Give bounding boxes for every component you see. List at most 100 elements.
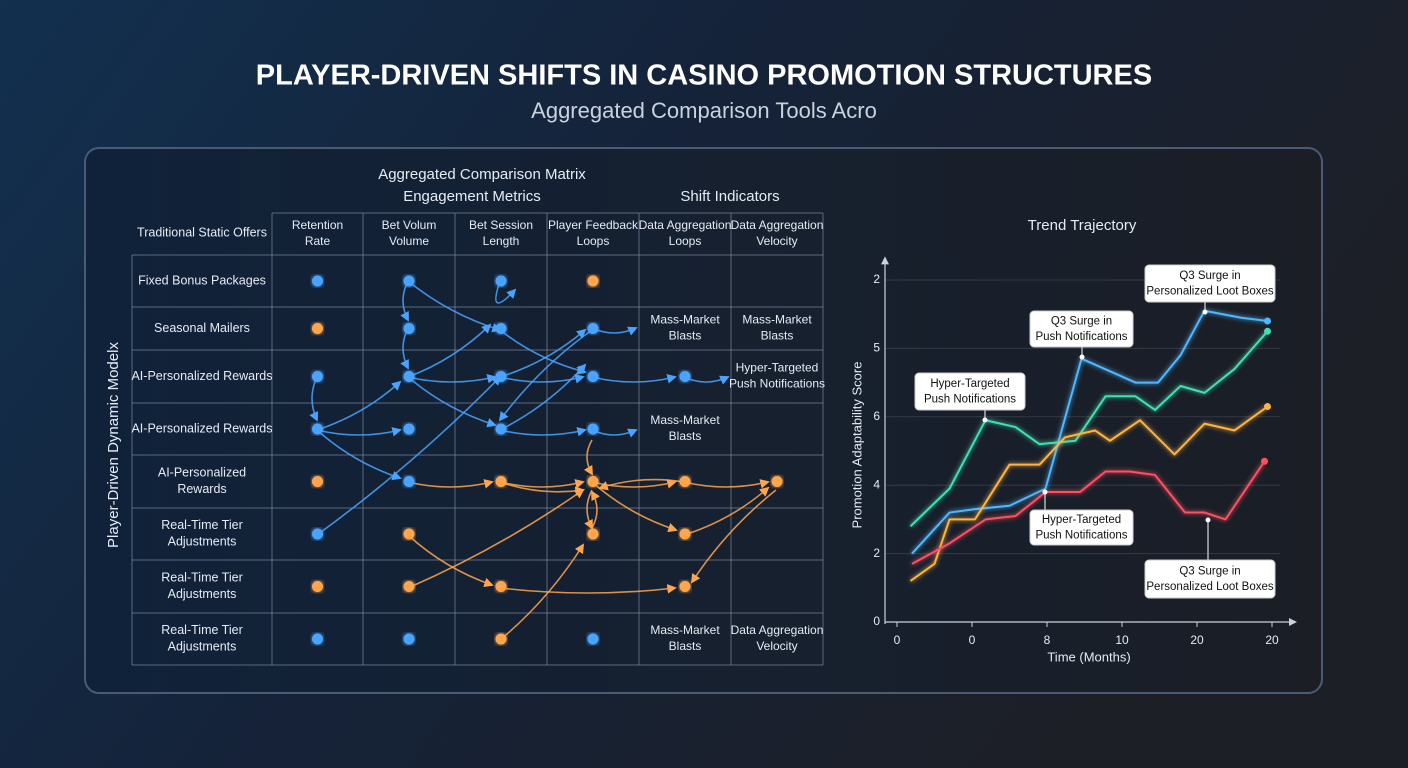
matrix-dot [679, 476, 691, 487]
matrix-dot [403, 581, 415, 592]
cell-text: Hyper-Targeted [736, 361, 819, 375]
annotation-box [1029, 310, 1134, 348]
page-title: PLAYER-DRIVEN SHIFTS IN CASINO PROMOTION… [256, 60, 1152, 92]
matrix-dot [679, 371, 691, 382]
y-tick-label: 2 [873, 546, 880, 560]
column-header: Volume [389, 234, 429, 248]
matrix-title: Aggregated Comparison Matrix [378, 166, 586, 183]
panel [84, 147, 1323, 694]
matrix-dot [403, 423, 415, 435]
cell-text: Push Notifications [729, 377, 825, 391]
matrix-dot [587, 633, 599, 645]
row-label: AI-Personalized [158, 466, 246, 480]
annotation-text: Hyper-Targeted [930, 378, 1009, 390]
annotation-box [1144, 264, 1276, 303]
x-tick-label: 0 [969, 633, 976, 647]
annotation-box [1144, 559, 1276, 599]
series-line [911, 309, 1268, 555]
annotation-text: Push Notifications [1035, 331, 1127, 343]
annotation-text: Hyper-Targeted [1042, 514, 1121, 526]
cell-text: Blasts [669, 639, 702, 653]
chart-title: Trend Trajectory [1028, 217, 1137, 234]
annotation-text: Q3 Surge in [1051, 315, 1112, 327]
annotation-point [1202, 309, 1208, 315]
connector-arrow [407, 534, 494, 588]
x-tick-label: 20 [1265, 633, 1279, 647]
matrix-dot [312, 476, 323, 487]
series-line [911, 460, 1266, 565]
matrix-dot [403, 476, 415, 487]
connector-arrow [499, 363, 587, 431]
row-label: AI-Personalized Rewards [131, 421, 272, 435]
column-header: Player Feedback [548, 218, 639, 232]
series-end-point [1264, 317, 1271, 325]
annotation-point [1042, 489, 1048, 495]
row-label: Adjustments [168, 587, 237, 601]
cell-text: Mass-Market [650, 413, 720, 427]
series-end-point [1264, 327, 1271, 335]
cell-text: Blasts [669, 329, 702, 343]
cell-text: Mass-Market [650, 623, 720, 637]
matrix-dot [587, 476, 599, 487]
connector-arrow [591, 490, 600, 529]
group-header: Engagement Metrics [403, 188, 541, 205]
x-tick-label: 20 [1190, 633, 1204, 647]
matrix-dot [312, 323, 323, 334]
y-tick-label: 6 [873, 409, 880, 423]
row-label: Seasonal Mailers [154, 321, 250, 335]
matrix-dot [403, 633, 415, 645]
matrix-dot [679, 581, 691, 592]
annotation-text: Push Notifications [1035, 529, 1127, 541]
connector-arrow [316, 375, 502, 536]
connector-arrow [499, 374, 585, 384]
matrix-dot [587, 371, 599, 382]
series-line [909, 405, 1269, 582]
matrix-dot [312, 371, 323, 382]
column-header: Bet Session [469, 218, 533, 232]
matrix-dot [403, 528, 415, 540]
row-label: Real-Time Tier [161, 623, 243, 637]
connector-arrow [598, 478, 685, 491]
cell-text: Blasts [669, 429, 702, 443]
connector-arrow [584, 489, 593, 530]
side-label: Player-Driven Dynamic Modelx [105, 342, 122, 548]
series-end-point [1264, 403, 1271, 411]
matrix-dot [771, 476, 783, 487]
matrix-dot [587, 528, 599, 540]
annotation-text: Personalized Loot Boxes [1146, 285, 1273, 297]
connector-arrow [316, 427, 402, 437]
group-header: Shift Indicators [680, 188, 779, 205]
column-header: Loops [577, 234, 610, 248]
matrix-dot [403, 323, 415, 334]
matrix-dot [312, 528, 323, 540]
annotation-text: Q3 Surge in [1179, 565, 1240, 577]
connector-arrow [407, 479, 494, 489]
matrix-dot [495, 633, 507, 645]
column-header: Retention [292, 218, 343, 232]
y-tick-label: 2 [873, 272, 880, 286]
matrix-dot [587, 275, 599, 287]
connector-arrow [499, 543, 585, 641]
row-label: AI-Personalized Rewards [131, 369, 272, 383]
y-axis-arrow [881, 256, 889, 265]
connector-arrow [690, 489, 777, 584]
connector-arrow [499, 584, 677, 594]
connector-arrow [498, 329, 593, 422]
connector-arrow [495, 280, 517, 304]
matrix-dot [495, 581, 507, 592]
matrix-dot [403, 371, 415, 382]
connector-arrow [683, 479, 770, 489]
matrix-dot [495, 323, 507, 334]
connector-arrow [316, 429, 402, 481]
connector-arrow [583, 439, 593, 476]
y-tick-label: 0 [873, 614, 880, 628]
annotation-point [1079, 354, 1085, 360]
connector-arrow [407, 374, 497, 384]
annotation-box [914, 372, 1026, 411]
connector-arrow [407, 376, 497, 428]
annotation-point [982, 417, 988, 423]
row-label: Fixed Bonus Packages [138, 273, 266, 287]
matrix-dot [403, 275, 415, 287]
connector-arrow [591, 374, 677, 384]
